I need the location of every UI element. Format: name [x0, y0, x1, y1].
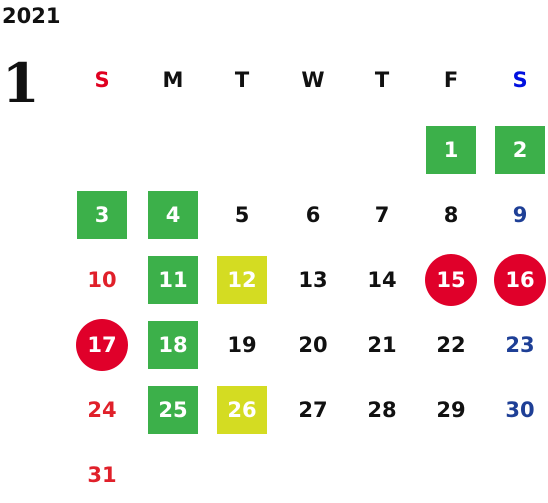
- day-cell: 4: [148, 191, 198, 239]
- day-cell: 21: [367, 333, 397, 357]
- day-cell: 3: [77, 191, 127, 239]
- month: 1: [2, 51, 40, 115]
- day-cell: 26: [217, 386, 267, 434]
- weekday-label: F: [443, 68, 459, 92]
- weekday-label: S: [94, 68, 110, 92]
- day-cell: 19: [227, 333, 257, 357]
- day-cell: 25: [148, 386, 198, 434]
- day-cell: 10: [87, 268, 117, 292]
- day-cell: 12: [217, 256, 267, 304]
- day-cell: 8: [443, 203, 459, 227]
- weekday-label: T: [374, 68, 390, 92]
- day-cell: 31: [87, 463, 117, 487]
- day-cell: 18: [148, 321, 198, 369]
- weekday-label: T: [234, 68, 250, 92]
- day-cell: 23: [505, 333, 535, 357]
- weekday-label: W: [301, 68, 325, 92]
- day-cell: 13: [298, 268, 328, 292]
- day-cell: 15: [425, 254, 477, 306]
- day-cell: 1: [426, 126, 476, 174]
- day-cell: 7: [374, 203, 390, 227]
- day-cell: 14: [367, 268, 397, 292]
- day-cell: 5: [234, 203, 250, 227]
- day-cell: 27: [298, 398, 328, 422]
- day-cell: 2: [495, 126, 545, 174]
- day-cell: 28: [367, 398, 397, 422]
- weekday-label: M: [162, 68, 184, 92]
- day-cell: 9: [512, 203, 528, 227]
- day-cell: 22: [436, 333, 466, 357]
- day-cell: 29: [436, 398, 466, 422]
- day-cell: 16: [494, 254, 546, 306]
- day-cell: 20: [298, 333, 328, 357]
- day-cell: 24: [87, 398, 117, 422]
- year: 2021: [2, 4, 61, 28]
- day-cell: 11: [148, 256, 198, 304]
- day-cell: 30: [505, 398, 535, 422]
- day-cell: 17: [76, 319, 128, 371]
- weekday-label: S: [512, 68, 528, 92]
- day-cell: 6: [305, 203, 321, 227]
